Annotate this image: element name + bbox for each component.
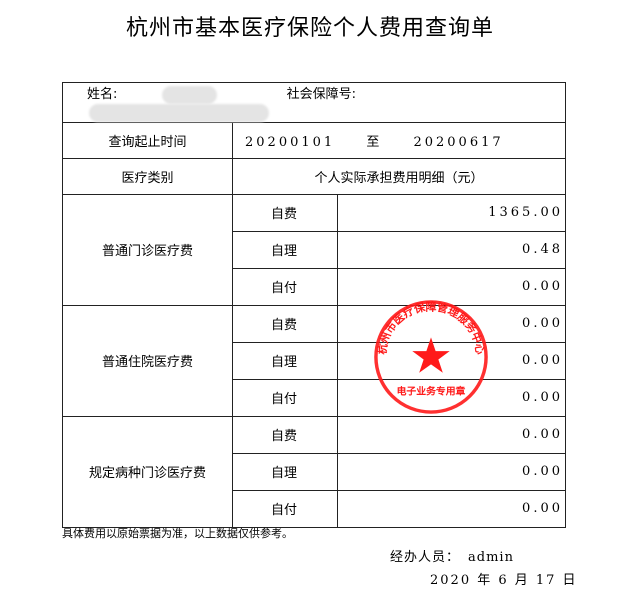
name-value-redacted	[161, 85, 217, 104]
fee-type-cell: 自理	[232, 452, 338, 491]
query-sep: 至	[366, 134, 383, 150]
ssn-value-redacted	[89, 103, 269, 122]
table-row: 普通住院医疗费 自费 0.00	[62, 304, 566, 417]
fee-amount-cell: 0.00	[337, 341, 566, 380]
page-title: 杭州市基本医疗保险个人费用查询单	[125, 16, 494, 41]
fee-amount-cell: 0.00	[337, 304, 566, 343]
ssn-label: 社会保障号:	[286, 87, 357, 102]
fee-type-cell: 自付	[232, 378, 338, 417]
fee-amount-cell: 1365.00	[337, 193, 566, 232]
operator-label: 经办人员：	[390, 550, 461, 565]
fee-type-cell: 自费	[232, 304, 338, 343]
fee-amount-cell: 0.00	[337, 267, 566, 306]
table-row: 自付 0.00	[63, 489, 566, 528]
fee-amount-cell: 0.00	[337, 415, 566, 454]
header-row: 姓名: 社会保障号:	[62, 82, 566, 123]
operator-value: admin	[468, 550, 514, 565]
fee-table: 姓名: 社会保障号: 查询起止时间 20200101 至 20200617 医疗…	[62, 82, 566, 528]
query-end: 20200617	[413, 134, 504, 150]
category-cell: 规定病种门诊医疗费	[62, 415, 233, 528]
operator: 经办人员： admin	[390, 546, 514, 565]
name-label: 姓名:	[87, 87, 118, 102]
fee-type-cell: 自付	[232, 489, 338, 528]
fee-amount-cell: 0.48	[337, 230, 566, 269]
fee-amount-cell: 0.00	[337, 489, 566, 528]
category-cell: 普通住院医疗费	[62, 304, 233, 417]
issue-date: 2020 年 6 月 17 日	[430, 573, 578, 588]
query-label: 查询起止时间	[62, 121, 233, 159]
fee-type-cell: 自理	[232, 230, 338, 269]
fee-type-cell: 自付	[232, 267, 338, 306]
disclaimer-note: 具体费用以原始票据为准，以上数据仅供参考。	[62, 527, 293, 540]
fee-type-cell: 自理	[232, 341, 338, 380]
fee-type-cell: 自费	[232, 415, 338, 454]
fee-type-cell: 自费	[232, 193, 338, 232]
fee-amount-cell: 0.00	[337, 378, 566, 417]
table-row: 自理 0.00	[63, 452, 566, 491]
table-row: 普通门诊医疗费 自费 1365.00	[62, 193, 566, 306]
table-row: 自付 0.00	[63, 267, 566, 306]
query-range: 20200101 至 20200617	[232, 121, 566, 159]
detail-header: 个人实际承担费用明细（元）	[232, 157, 566, 195]
category-header: 医疗类别	[62, 157, 233, 195]
category-cell: 普通门诊医疗费	[62, 193, 233, 306]
table-row: 自理 0.48	[63, 230, 566, 269]
query-start: 20200101	[245, 134, 336, 150]
fee-amount-cell: 0.00	[337, 452, 566, 491]
table-row: 规定病种门诊医疗费 自费 0.00	[62, 415, 566, 528]
